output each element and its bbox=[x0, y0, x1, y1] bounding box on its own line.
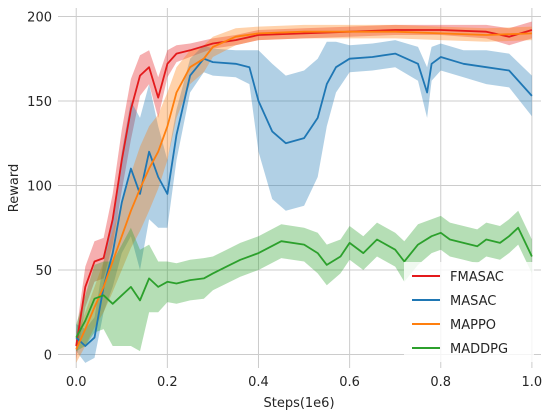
masac-band bbox=[76, 40, 532, 363]
y-tick-label: 100 bbox=[27, 179, 52, 194]
mappo-line bbox=[75, 30, 532, 350]
x-tick-label: 1.0 bbox=[522, 375, 543, 390]
maddpg-line bbox=[75, 226, 533, 339]
y-tick-labels: 0 50 100 150 200 bbox=[27, 10, 52, 363]
x-axis-title: Steps(1e6) bbox=[263, 396, 334, 411]
y-tick-label: 150 bbox=[27, 95, 52, 110]
x-tick-label: 0.8 bbox=[430, 375, 451, 390]
grid bbox=[58, 8, 541, 368]
legend-label-fmasac: FMASAC bbox=[450, 270, 504, 285]
legend-label-mappo: MAPPO bbox=[450, 318, 496, 333]
x-tick-label: 0.0 bbox=[66, 375, 87, 390]
series-lines bbox=[75, 29, 533, 350]
fmasac-line bbox=[75, 29, 533, 347]
x-tick-label: 0.4 bbox=[248, 375, 269, 390]
y-tick-label: 200 bbox=[27, 10, 52, 25]
legend-label-masac: MASAC bbox=[450, 294, 496, 309]
x-tick-labels: 0.0 0.2 0.4 0.6 0.8 1.0 bbox=[66, 375, 542, 390]
masac-line bbox=[75, 52, 533, 347]
y-tick-label: 0 bbox=[44, 348, 52, 363]
y-tick-label: 50 bbox=[35, 264, 52, 279]
legend: FMASAC MASAC MAPPO MADDPG bbox=[404, 262, 534, 362]
legend-label-maddpg: MADDPG bbox=[450, 342, 508, 357]
x-tick-label: 0.6 bbox=[339, 375, 360, 390]
x-tick-label: 0.2 bbox=[157, 375, 178, 390]
legend-box bbox=[404, 262, 534, 362]
y-axis-title: Reward bbox=[7, 164, 22, 212]
